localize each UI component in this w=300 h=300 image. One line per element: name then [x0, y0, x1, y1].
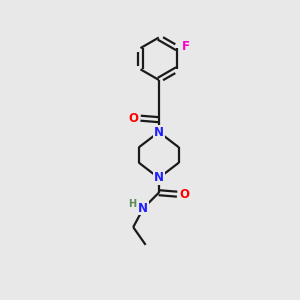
Text: N: N — [154, 125, 164, 139]
Text: N: N — [154, 172, 164, 184]
Text: F: F — [182, 40, 189, 53]
Text: O: O — [128, 112, 138, 125]
Text: H: H — [128, 199, 136, 209]
Text: N: N — [138, 202, 148, 214]
Text: O: O — [179, 188, 190, 201]
